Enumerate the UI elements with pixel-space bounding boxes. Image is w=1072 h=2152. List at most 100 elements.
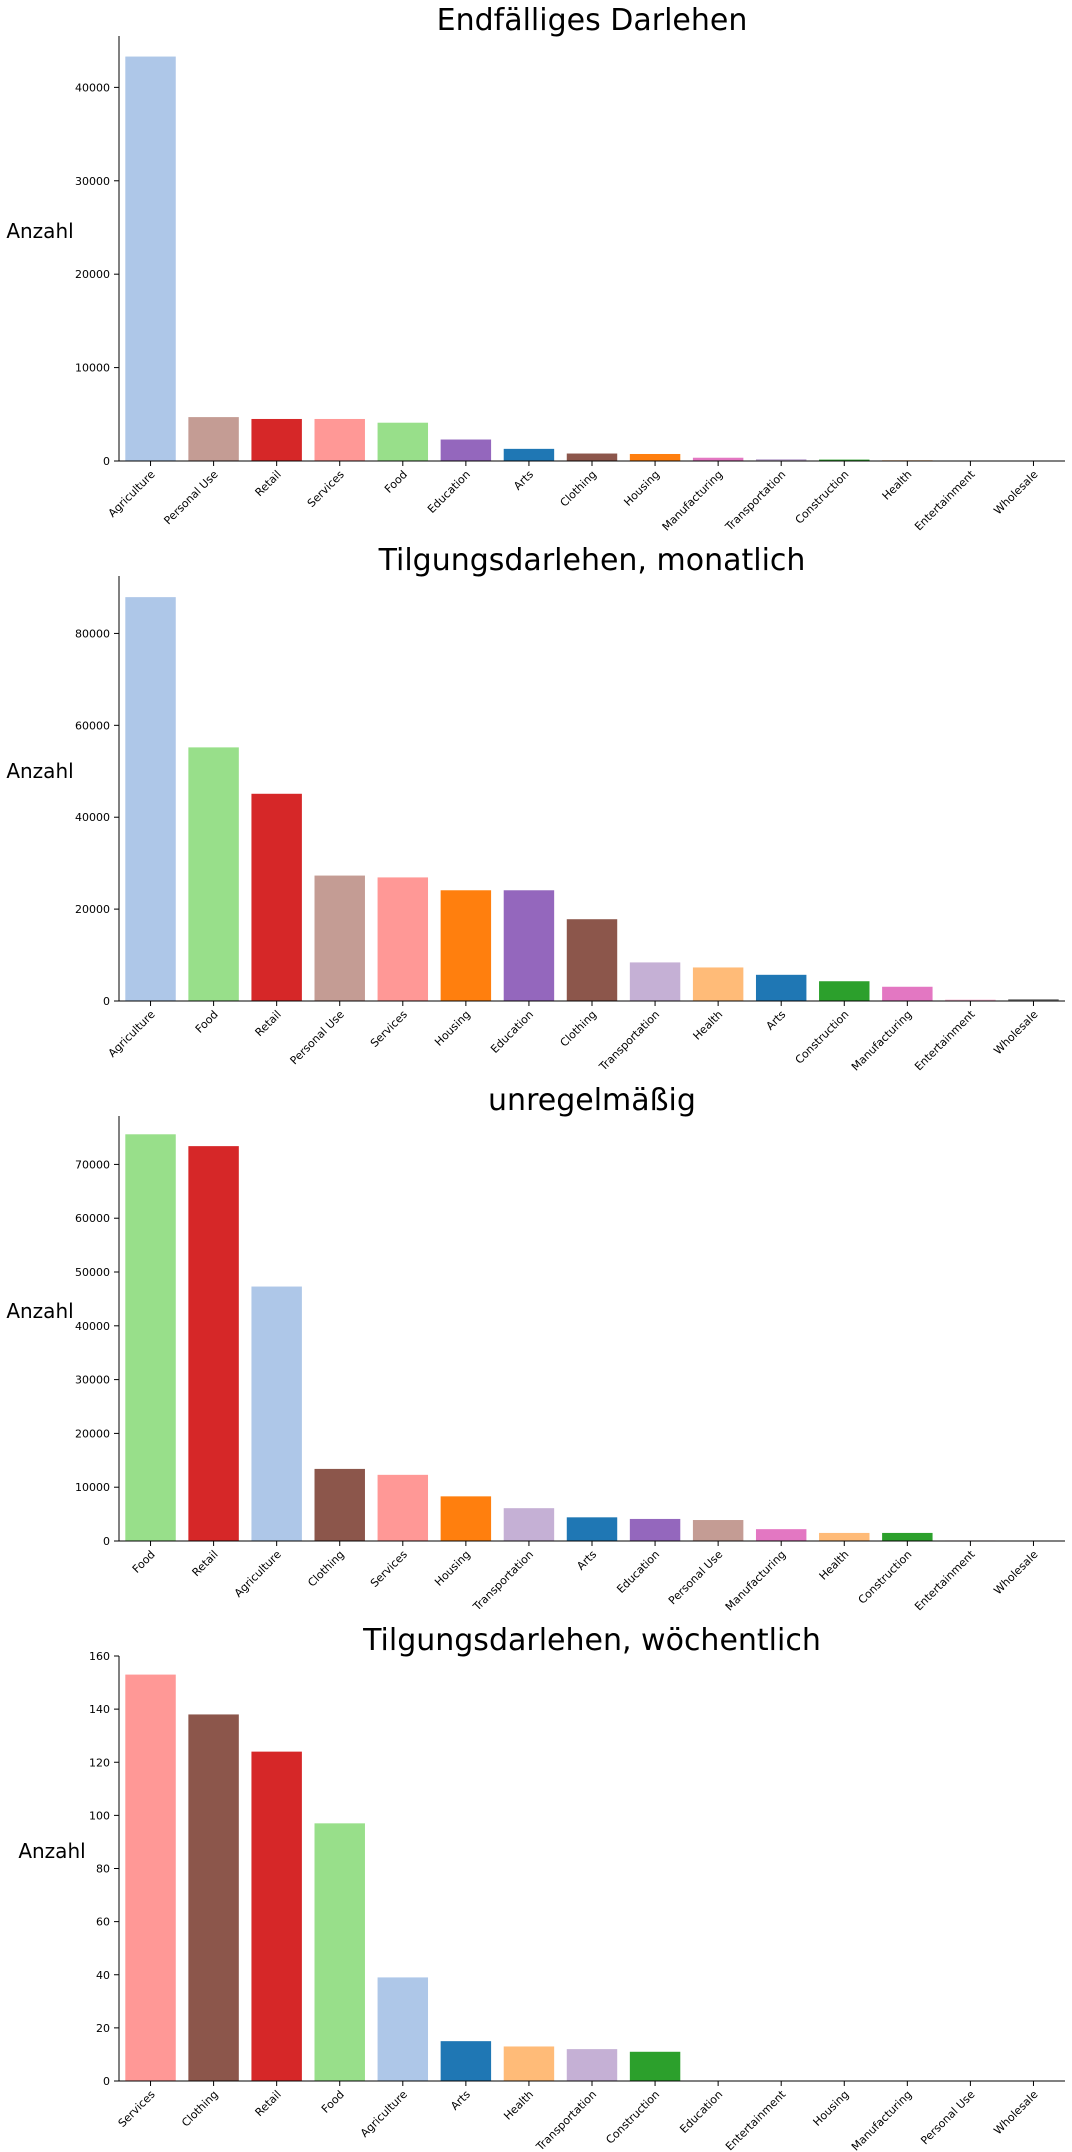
y-tick-label: 70000: [75, 1158, 110, 1171]
bar-agriculture: [377, 1977, 429, 2081]
bar-personal-use: [314, 875, 365, 1001]
bar-food: [377, 422, 429, 461]
bar-education: [629, 1518, 681, 1541]
bar-construction: [882, 1532, 933, 1541]
x-tick-label: Health: [691, 1008, 726, 1043]
bar-manufacturing: [692, 457, 744, 461]
bar-retail: [251, 793, 302, 1001]
bar-health: [503, 2046, 555, 2081]
x-tick-label: Wholesale: [991, 2088, 1040, 2137]
bar-clothing: [566, 919, 618, 1001]
bar-housing: [440, 890, 492, 1001]
chart-title: Endfälliges Darlehen: [437, 3, 748, 38]
y-tick-label: 60: [96, 1916, 110, 1929]
y-tick-label: 120: [89, 1756, 110, 1769]
bar-transportation: [566, 2049, 618, 2082]
y-tick-label: 10000: [75, 1481, 110, 1494]
bar-manufacturing: [882, 986, 933, 1001]
bar-housing: [629, 453, 681, 461]
chart-title: Tilgungsdarlehen, wöchentlich: [362, 1623, 821, 1658]
bar-agriculture: [125, 597, 176, 1001]
x-tick-label: Health: [501, 2088, 536, 2123]
x-tick-label: Personal Use: [161, 468, 220, 527]
x-tick-label: Manufacturing: [849, 2088, 915, 2152]
x-tick-label: Entertainment: [912, 467, 978, 533]
bar-transportation: [503, 1508, 555, 1541]
bar-clothing: [188, 1714, 239, 2081]
x-tick-label: Construction: [856, 1548, 915, 1607]
bar-education: [503, 890, 555, 1001]
x-tick-label: Clothing: [179, 2088, 221, 2130]
x-tick-label: Retail: [253, 2088, 284, 2119]
x-tick-label: Agriculture: [232, 1548, 284, 1600]
chart-title: Tilgungsdarlehen, monatlich: [378, 543, 806, 578]
x-tick-label: Wholesale: [991, 1548, 1040, 1597]
x-tick-label: Retail: [253, 1008, 284, 1039]
x-tick-label: Transportation: [470, 1548, 536, 1614]
x-tick-label: Education: [614, 1548, 662, 1596]
y-tick-label: 80: [96, 1863, 110, 1876]
x-tick-label: Health: [880, 468, 915, 503]
x-tick-label: Personal Use: [288, 1008, 347, 1067]
x-tick-label: Arts: [764, 1008, 789, 1033]
bar-clothing: [566, 453, 618, 461]
y-tick-label: 30000: [75, 1374, 110, 1387]
y-axis-label: Anzahl: [6, 759, 73, 783]
bar-arts: [566, 1517, 618, 1541]
x-tick-label: Housing: [811, 2088, 852, 2129]
chart-panel-1: Endfälliges Darlehen Anzahl 0 10000 20000 300…: [6, 3, 1065, 534]
y-axis-label: Anzahl: [6, 219, 73, 243]
bar-food: [314, 1823, 365, 2081]
y-tick-label: 40000: [75, 1320, 110, 1333]
bar-health: [692, 967, 744, 1001]
bar-personal-use: [692, 1520, 744, 1541]
y-axis-label: Anzahl: [6, 1299, 73, 1323]
x-tick-label: Housing: [621, 468, 662, 509]
y-tick-label: 160: [89, 1650, 110, 1663]
y-axis-label: Anzahl: [18, 1839, 85, 1863]
bar-services: [377, 1474, 429, 1541]
bar-wholesale: [1008, 999, 1059, 1001]
x-tick-label: Food: [193, 1008, 221, 1036]
x-tick-label: Food: [319, 2088, 347, 2116]
x-tick-label: Clothing: [558, 468, 600, 510]
bar-construction: [819, 981, 870, 1001]
x-tick-label: Clothing: [305, 1548, 347, 1590]
bar-food: [125, 1134, 176, 1541]
y-tick-label: 50000: [75, 1266, 110, 1279]
bar-arts: [755, 974, 807, 1001]
y-tick-label: 20000: [75, 268, 110, 281]
y-tick-label: 0: [103, 2075, 110, 2088]
chart-panel-4: Tilgungsdarlehen, wöchentlich Anzahl 0 20 40…: [18, 1623, 1065, 2152]
x-tick-label: Arts: [574, 1548, 599, 1573]
bar-food: [188, 747, 239, 1001]
y-tick-label: 20000: [75, 903, 110, 916]
bar-services: [314, 418, 365, 461]
y-tick-label: 0: [103, 995, 110, 1008]
bar-entertainment: [945, 999, 996, 1001]
y-tick-label: 40: [96, 1969, 110, 1982]
y-tick-label: 60000: [75, 719, 110, 732]
chart-title: unregelmäßig: [488, 1083, 696, 1118]
bar-personal-use: [188, 417, 239, 461]
bar-manufacturing: [755, 1529, 807, 1541]
x-tick-label: Food: [130, 1548, 158, 1576]
y-tick-label: 140: [89, 1703, 110, 1716]
x-tick-label: Entertainment: [723, 2087, 789, 2152]
y-tick-label: 30000: [75, 175, 110, 188]
x-tick-label: Clothing: [558, 1008, 600, 1050]
bar-transportation: [629, 962, 681, 1001]
x-tick-label: Education: [488, 1008, 536, 1056]
bar-housing: [440, 1496, 492, 1541]
x-tick-label: Agriculture: [358, 2088, 410, 2140]
y-tick-label: 20000: [75, 1427, 110, 1440]
bar-construction: [629, 2051, 681, 2081]
bar-retail: [251, 1751, 302, 2082]
x-tick-label: Construction: [793, 1008, 852, 1067]
x-tick-label: Retail: [253, 468, 284, 499]
y-tick-label: 0: [103, 1535, 110, 1548]
x-tick-label: Personal Use: [666, 1548, 725, 1607]
x-tick-label: Manufacturing: [723, 1548, 789, 1614]
bar-services: [377, 877, 429, 1001]
